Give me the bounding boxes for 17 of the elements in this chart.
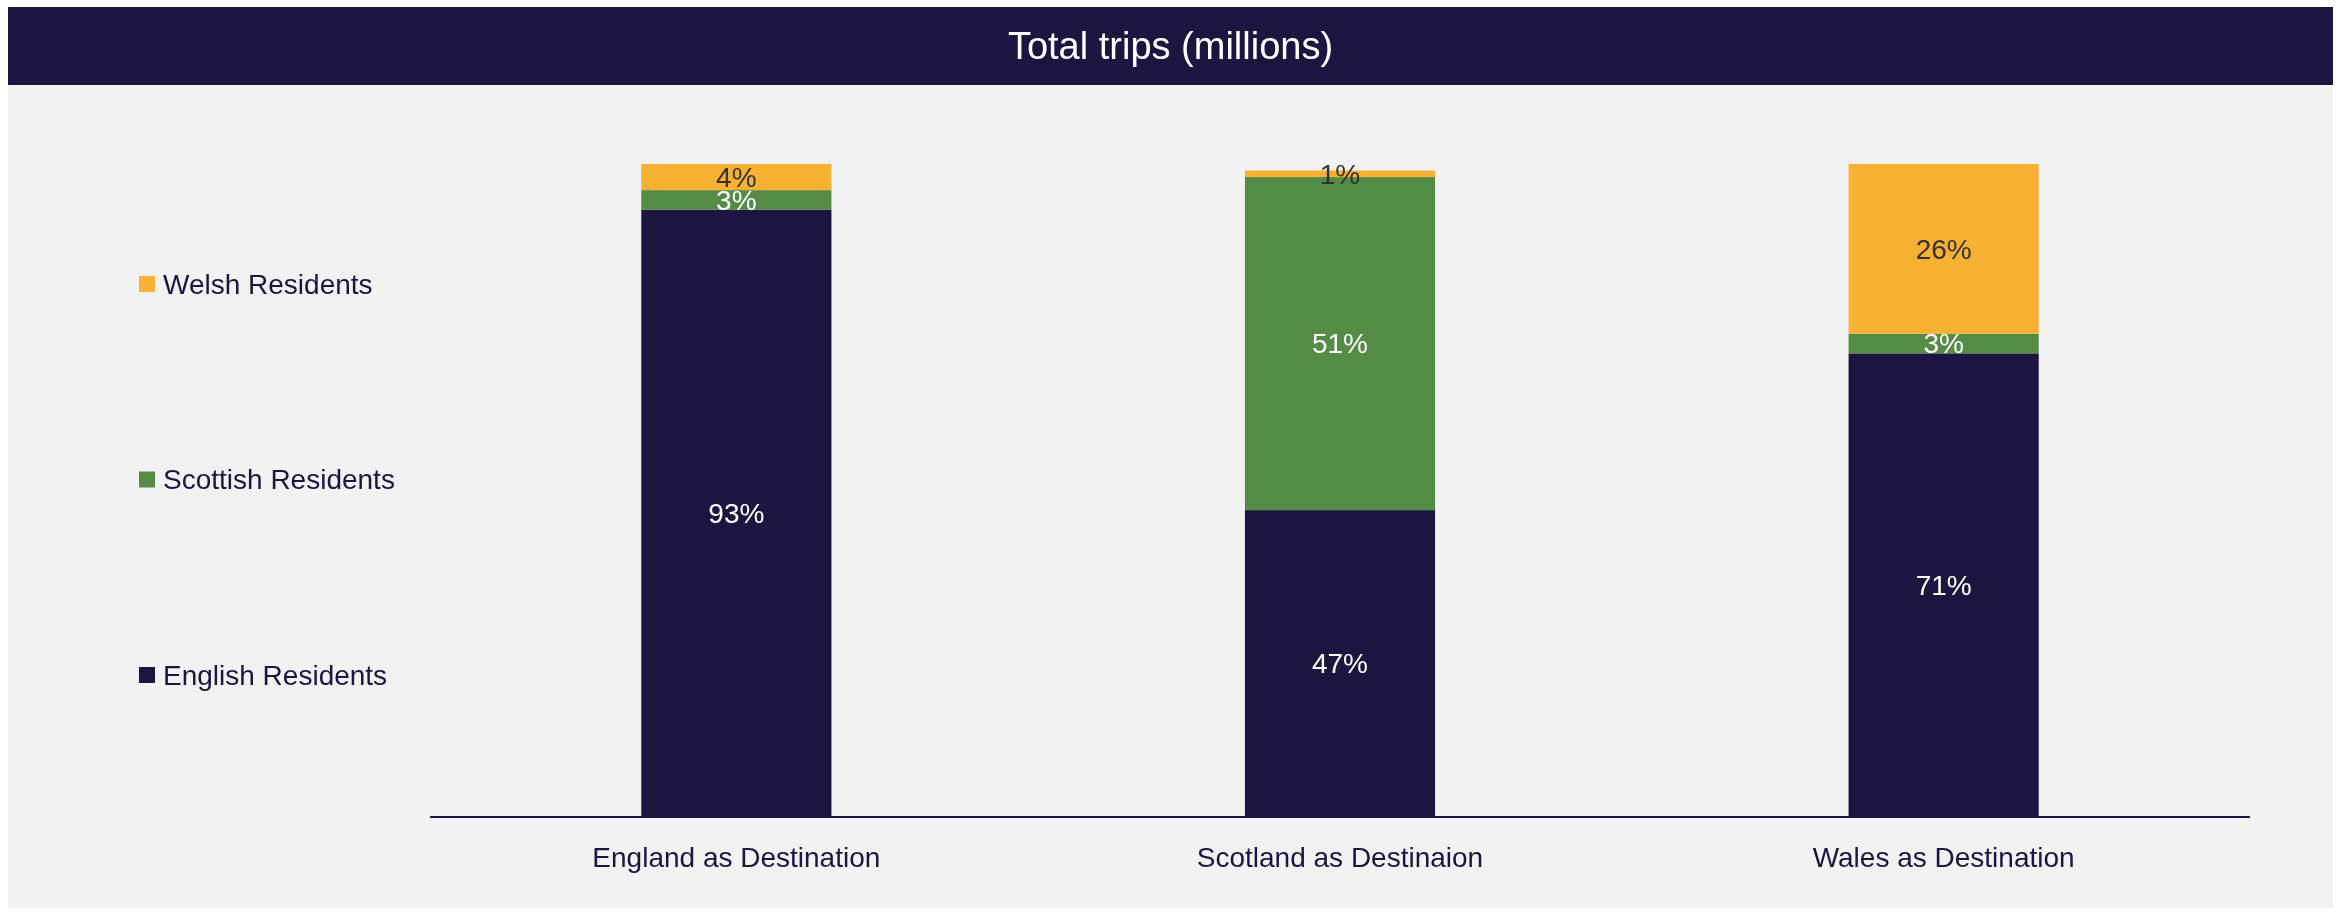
data-label: 93% — [708, 498, 765, 530]
bar — [641, 164, 832, 191]
legend-label: English Residents — [163, 659, 388, 691]
x-tick-label: England as Destination — [592, 841, 881, 873]
x-tick-label: Wales as Destination — [1812, 841, 2075, 873]
data-label: 47% — [1311, 648, 1369, 680]
bar — [1848, 164, 2039, 334]
data-label: 51% — [1311, 328, 1369, 360]
data-label: 26% — [1915, 233, 1972, 265]
data-label: 71% — [1915, 569, 1972, 601]
data-label: 3% — [1923, 328, 1964, 360]
legend-label: Scottish Residents — [163, 464, 395, 496]
chart-title: Total trips (millions) — [1007, 25, 1334, 68]
x-tick-label: Scotland as Destinaion — [1196, 841, 1484, 873]
bar — [641, 190, 832, 210]
data-label: 1% — [1319, 158, 1361, 190]
legend-label: Welsh Residents — [163, 268, 373, 300]
